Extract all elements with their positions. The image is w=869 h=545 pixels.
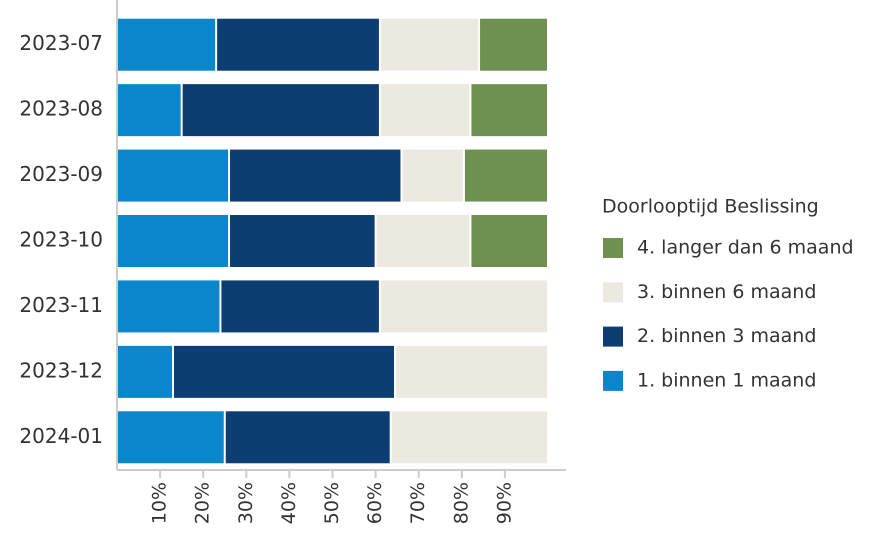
legend-swatch [603, 282, 623, 303]
bar-segment [118, 149, 229, 202]
bar-segment [118, 215, 229, 267]
bar-segment [395, 345, 547, 398]
bar-segment [230, 215, 375, 267]
bar-segment [471, 84, 547, 137]
x-tick-label: 50% [321, 482, 343, 524]
bar-segment [464, 149, 547, 202]
bar-segment [174, 345, 394, 398]
x-tick-label: 90% [493, 482, 515, 524]
bar-segment [480, 18, 547, 71]
y-tick-label: 2023-11 [19, 293, 103, 317]
bar-segment [380, 84, 470, 137]
y-tick-label: 2023-08 [19, 97, 103, 121]
bar-segment [182, 84, 379, 137]
bar-segment [471, 215, 547, 267]
y-tick-label: 2023-12 [19, 358, 103, 382]
bar-segment [230, 149, 401, 202]
y-tick-label: 2023-09 [19, 162, 103, 186]
bar-segment [402, 149, 463, 202]
x-tick-label: 30% [235, 482, 257, 524]
bar-segment [225, 411, 390, 464]
bar-segment [221, 280, 379, 333]
x-tick-label: 10% [149, 482, 171, 524]
legend-swatch [603, 238, 623, 258]
x-tick-label: 20% [192, 482, 214, 524]
legend-label: 3. binnen 6 maand [637, 281, 816, 303]
bar-segment [391, 411, 547, 464]
bar-segment [217, 18, 379, 71]
legend-label: 2. binnen 3 maand [637, 325, 816, 347]
bar-segment [118, 18, 216, 71]
y-tick-label: 2023-10 [19, 228, 103, 252]
legend-label: 4. langer dan 6 maand [637, 237, 854, 259]
bar-segment [376, 215, 470, 267]
bar-segment [118, 411, 224, 464]
x-tick-label: 70% [407, 482, 429, 524]
bar-segment [380, 18, 479, 71]
x-tick-label: 40% [278, 482, 300, 524]
bar-segment [118, 84, 181, 137]
bar-segment [118, 345, 173, 398]
bar-segment [380, 280, 547, 333]
legend-label: 1. binnen 1 maand [637, 369, 816, 391]
x-tick-label: 80% [450, 482, 472, 524]
legend-swatch [603, 370, 623, 391]
legend-title: Doorlooptijd Beslissing [602, 196, 819, 218]
y-tick-label: 2023-07 [19, 31, 103, 55]
bar-segment [118, 280, 220, 333]
x-tick-label: 60% [364, 482, 386, 524]
y-tick-label: 2024-01 [19, 424, 103, 448]
legend-swatch [603, 326, 623, 347]
